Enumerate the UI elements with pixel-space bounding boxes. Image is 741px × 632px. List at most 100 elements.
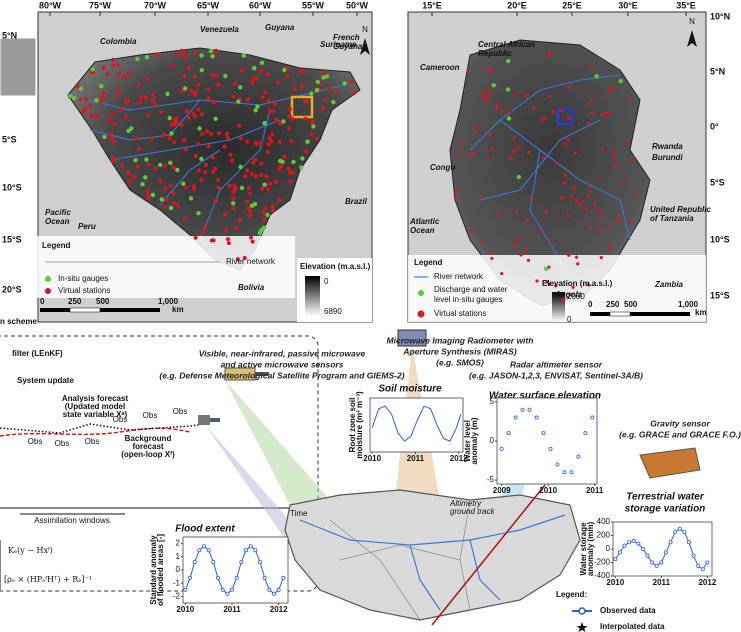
station-dot: [223, 74, 227, 78]
station-dot: [111, 58, 115, 62]
station-dot: [259, 69, 263, 73]
station-dot: [238, 165, 242, 169]
station-dot: [455, 188, 458, 191]
scheme-heading: n scheme: [0, 317, 37, 326]
colorbar-title: Elevation (m.a.s.l.): [300, 262, 371, 271]
data-point: [235, 576, 238, 579]
station-dot: [150, 136, 154, 140]
scheme-title: filter (LEnKF): [12, 349, 63, 358]
station-dot: [111, 63, 115, 67]
lon-label: 35°E: [676, 0, 696, 10]
station-dot: [213, 167, 217, 171]
y-tick-label: 1: [176, 552, 181, 561]
data-point: [528, 408, 531, 411]
scheme-subtitle: System update: [17, 376, 74, 385]
station-dot: [506, 59, 510, 63]
lon-label: 60°W: [249, 0, 272, 10]
station-dot: [280, 160, 284, 164]
station-dot: [89, 113, 93, 117]
y-tick-label: 0: [490, 436, 495, 445]
data-point: [669, 541, 672, 544]
data-point: [628, 541, 631, 544]
station-dot: [215, 73, 219, 77]
station-dot: [173, 119, 177, 123]
station-dot: [182, 74, 186, 78]
station-dot: [564, 143, 567, 146]
station-dot: [139, 96, 143, 100]
station-dot: [526, 218, 529, 221]
station-dot: [265, 175, 269, 179]
colorbar-tick: 0: [324, 277, 329, 286]
station-dot: [617, 220, 620, 223]
station-dot: [289, 139, 293, 143]
station-dot: [146, 190, 150, 194]
station-dot: [456, 153, 459, 156]
station-dot: [207, 144, 211, 148]
inset-frame: [497, 398, 597, 484]
scale-unit: km: [172, 305, 184, 314]
data-point: [563, 471, 566, 474]
station-dot: [506, 87, 510, 91]
station-dot: [241, 68, 245, 72]
station-dot: [165, 198, 169, 202]
station-dot: [249, 236, 253, 240]
station-dot: [238, 85, 242, 89]
lon-label: 55°W: [302, 0, 325, 10]
station-dot: [113, 122, 117, 126]
station-dot: [507, 116, 511, 120]
sensor-caption: Microwave Imaging Radiometer with: [387, 335, 534, 345]
station-dot: [144, 96, 148, 100]
station-dot: [591, 112, 594, 115]
y-tick-label: -1: [173, 578, 181, 587]
station-dot: [263, 183, 267, 187]
station-dot: [171, 165, 175, 169]
y-tick-label: -200: [594, 558, 611, 567]
data-point: [651, 561, 654, 564]
scale-label: 500: [96, 297, 110, 306]
station-dot: [169, 131, 173, 135]
station-dot: [168, 116, 172, 120]
station-dot: [183, 86, 187, 90]
station-dot: [622, 179, 625, 182]
station-dot: [509, 111, 512, 114]
station-dot: [145, 55, 149, 59]
data-point: [706, 561, 709, 564]
station-dot: [576, 262, 579, 265]
scale-bar: [590, 312, 690, 316]
data-point: [577, 455, 580, 458]
station-dot: [192, 184, 196, 188]
station-dot: [551, 110, 554, 113]
station-dot: [238, 219, 242, 223]
station-dot: [250, 172, 254, 176]
legend-label: River network: [434, 272, 484, 281]
station-dot: [266, 150, 270, 154]
station-dot: [482, 91, 485, 94]
station-dot: [520, 253, 523, 256]
station-dot: [548, 53, 551, 56]
station-dot: [146, 77, 150, 81]
station-dot: [204, 163, 208, 167]
station-dot: [584, 208, 587, 211]
y-tick-label: 400: [597, 517, 611, 526]
lat-label: 20°S: [2, 284, 22, 294]
station-dot: [160, 197, 164, 201]
station-dot: [79, 87, 83, 91]
station-dot: [187, 116, 191, 120]
place-label: Guyana: [333, 42, 363, 51]
data-point: [193, 560, 196, 563]
obs-label: Obs: [28, 437, 43, 446]
station-dot: [254, 141, 258, 145]
y-tick-label: 200: [597, 531, 611, 540]
station-dot: [180, 123, 184, 127]
station-dot: [490, 257, 493, 260]
scale-bar: [40, 308, 160, 312]
x-tick-label: 2011: [653, 578, 671, 587]
lon-label: 80°W: [39, 0, 62, 10]
station-dot: [207, 88, 211, 92]
station-dot: [274, 118, 278, 122]
station-dot: [301, 69, 305, 73]
place-label: French: [333, 33, 360, 42]
station-dot: [224, 228, 228, 232]
sensor-cone: [225, 380, 330, 505]
data-point: [240, 560, 243, 563]
